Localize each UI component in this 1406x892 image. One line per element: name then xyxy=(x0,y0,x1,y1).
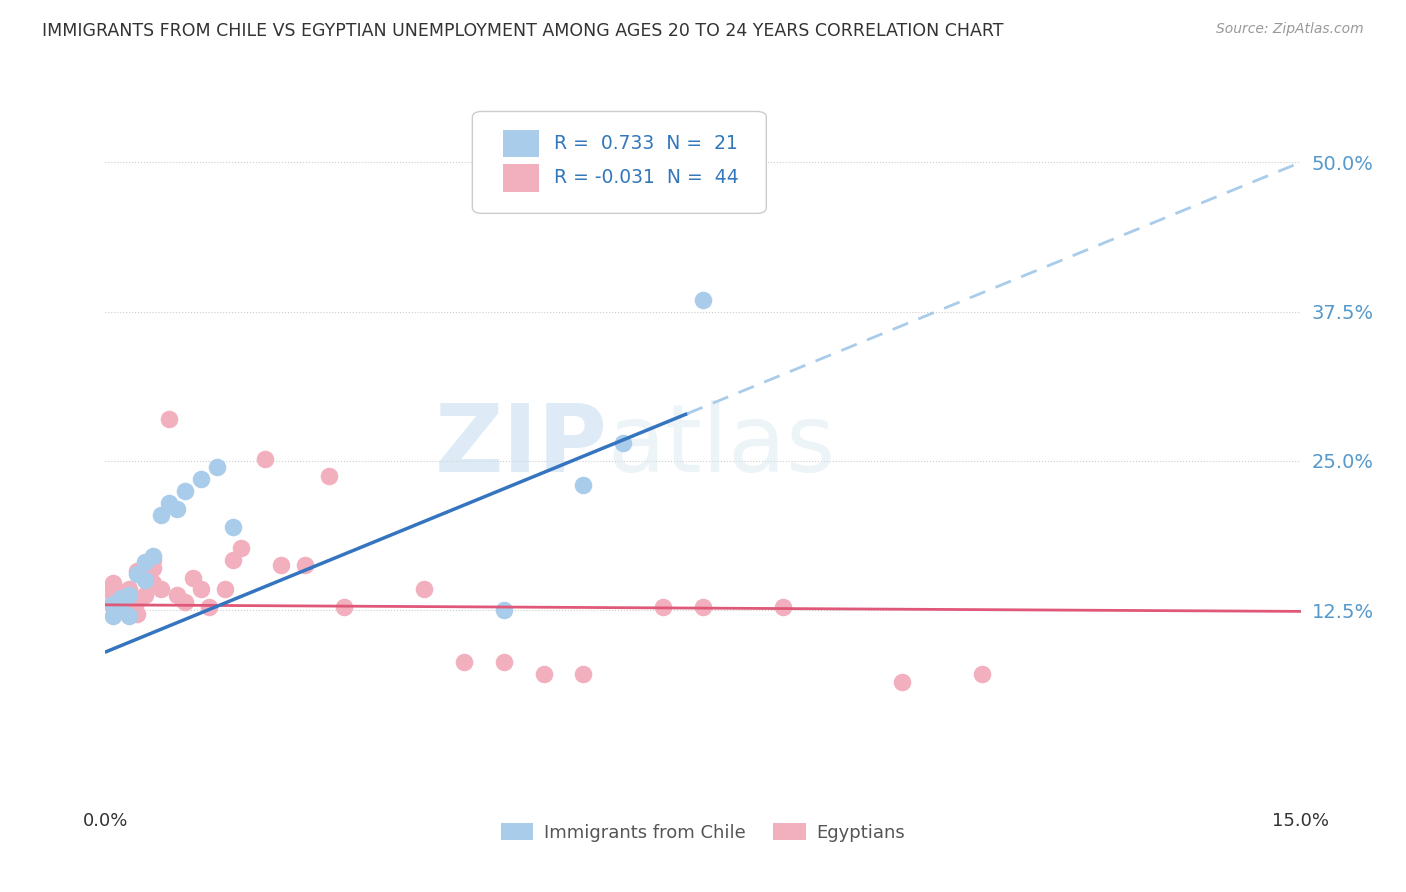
Point xyxy=(150,582,173,596)
Point xyxy=(198,599,221,614)
Point xyxy=(190,472,212,486)
Text: atlas: atlas xyxy=(607,400,835,492)
Point xyxy=(492,603,515,617)
Point xyxy=(692,293,714,307)
Point xyxy=(134,574,156,588)
Point xyxy=(205,459,228,474)
Text: R = -0.031  N =  44: R = -0.031 N = 44 xyxy=(554,169,738,187)
Text: Source: ZipAtlas.com: Source: ZipAtlas.com xyxy=(1216,22,1364,37)
Point xyxy=(110,585,132,599)
Point xyxy=(492,655,515,669)
Point xyxy=(652,599,675,614)
Point xyxy=(572,666,595,681)
Point xyxy=(174,483,197,498)
Point xyxy=(118,582,141,596)
Point xyxy=(772,599,794,614)
Point xyxy=(166,588,188,602)
Point xyxy=(103,575,125,590)
Point xyxy=(318,469,340,483)
Point xyxy=(118,599,141,614)
Point xyxy=(413,582,436,596)
Point xyxy=(222,519,245,533)
Point xyxy=(110,591,132,606)
Point xyxy=(127,567,149,582)
Point xyxy=(103,609,125,624)
Point xyxy=(103,588,125,602)
Point xyxy=(118,609,141,624)
Point xyxy=(134,571,156,585)
Point xyxy=(166,501,188,516)
Point xyxy=(150,508,173,522)
Point xyxy=(142,549,165,564)
Point xyxy=(970,666,993,681)
Legend: Immigrants from Chile, Egyptians: Immigrants from Chile, Egyptians xyxy=(494,815,912,849)
Point xyxy=(174,595,197,609)
Point xyxy=(134,588,156,602)
Point xyxy=(103,582,125,596)
Point xyxy=(103,599,125,614)
Point xyxy=(142,553,165,567)
Point xyxy=(127,607,149,621)
FancyBboxPatch shape xyxy=(472,112,766,213)
Point xyxy=(453,655,475,669)
FancyBboxPatch shape xyxy=(503,129,540,157)
Point xyxy=(572,478,595,492)
Point xyxy=(118,588,141,602)
Point xyxy=(134,556,156,570)
Point xyxy=(118,591,141,606)
Point xyxy=(222,553,245,567)
Point xyxy=(891,674,914,689)
Point xyxy=(110,595,132,609)
Text: R =  0.733  N =  21: R = 0.733 N = 21 xyxy=(554,134,738,153)
Point xyxy=(127,593,149,607)
Text: ZIP: ZIP xyxy=(434,400,607,492)
Point xyxy=(253,451,276,466)
Point xyxy=(214,582,236,596)
Text: IMMIGRANTS FROM CHILE VS EGYPTIAN UNEMPLOYMENT AMONG AGES 20 TO 24 YEARS CORRELA: IMMIGRANTS FROM CHILE VS EGYPTIAN UNEMPL… xyxy=(42,22,1004,40)
Point xyxy=(142,575,165,590)
Point xyxy=(333,599,356,614)
Point xyxy=(103,595,125,609)
Point xyxy=(270,558,292,572)
Point xyxy=(157,412,180,426)
Point xyxy=(110,603,132,617)
Point xyxy=(157,496,180,510)
Point xyxy=(692,599,714,614)
Point xyxy=(127,564,149,578)
Point xyxy=(229,541,252,555)
Point xyxy=(533,666,555,681)
Point xyxy=(181,571,204,585)
Point xyxy=(612,436,634,450)
Point xyxy=(294,558,316,572)
Point xyxy=(142,561,165,575)
FancyBboxPatch shape xyxy=(503,164,540,192)
Point xyxy=(110,603,132,617)
Point xyxy=(103,597,125,611)
Point xyxy=(190,582,212,596)
